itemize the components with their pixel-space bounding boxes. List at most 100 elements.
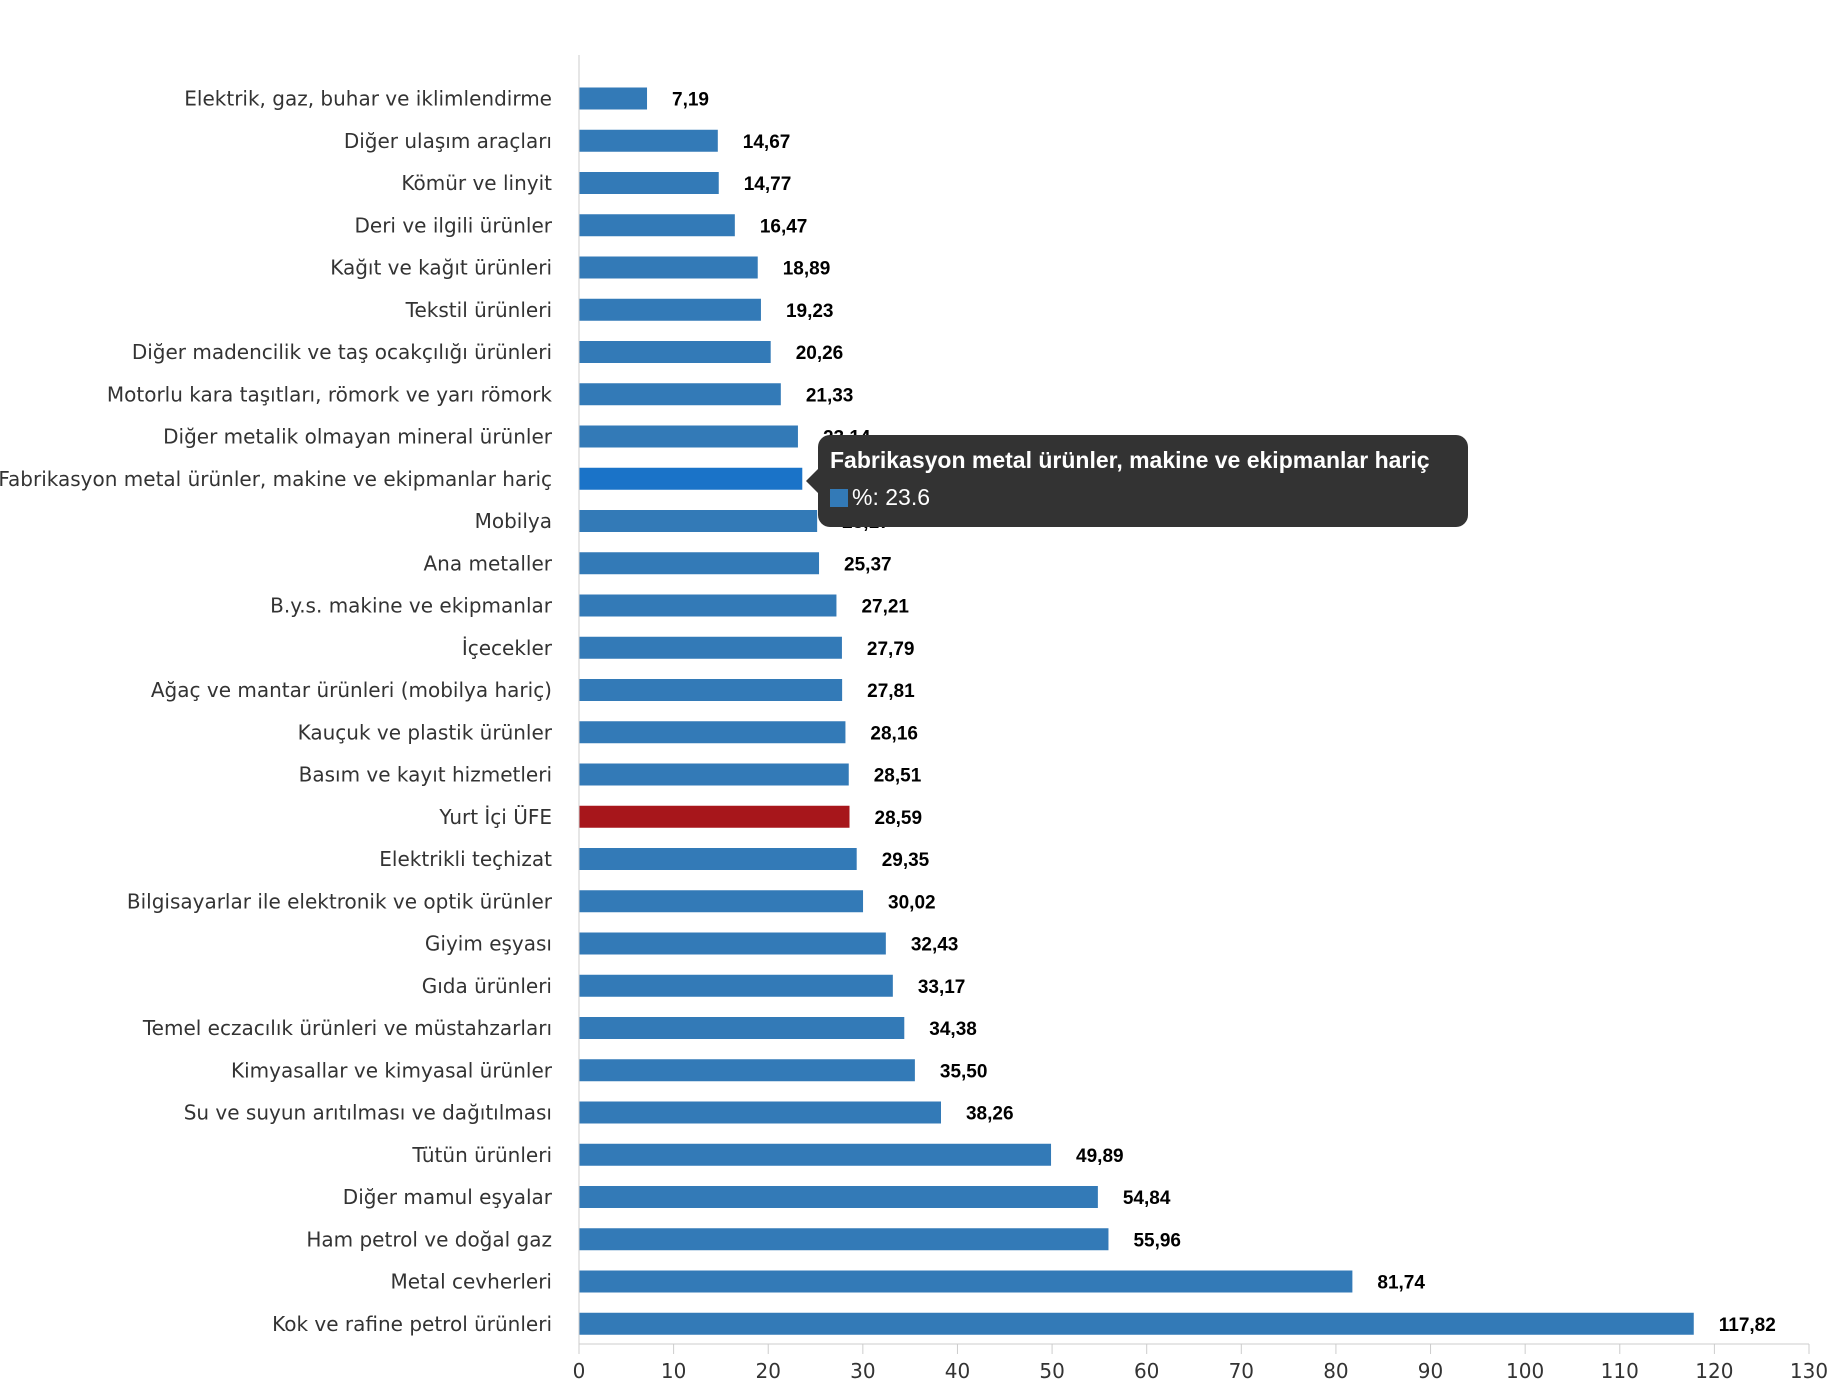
- value-label: 49,89: [1076, 1146, 1124, 1167]
- category-label: Giyim eşyası: [425, 932, 552, 956]
- x-tick-label: 80: [1323, 1359, 1348, 1383]
- value-label: 81,74: [1377, 1273, 1425, 1294]
- bar-14[interactable]: [579, 679, 843, 701]
- bar-12[interactable]: [579, 594, 837, 617]
- bar-2[interactable]: [579, 172, 719, 194]
- value-label: 35,50: [940, 1061, 988, 1082]
- bar-5[interactable]: [579, 298, 761, 321]
- bar-26[interactable]: [579, 1186, 1098, 1208]
- value-label: 29,35: [882, 850, 930, 871]
- x-tick-label: 110: [1601, 1359, 1639, 1383]
- category-label: Kimyasallar ve kimyasal ürünler: [231, 1058, 553, 1082]
- bar-25[interactable]: [579, 1143, 1052, 1166]
- category-label: Diğer ulaşım araçları: [344, 129, 552, 153]
- category-label: Diğer madencilik ve taş ocakçılığı ürünl…: [132, 340, 552, 364]
- value-label: 34,38: [929, 1019, 977, 1040]
- value-label: 18,89: [783, 259, 831, 280]
- value-label: 32,43: [911, 935, 959, 956]
- value-label: 38,26: [966, 1104, 1014, 1125]
- x-tick-label: 10: [661, 1359, 686, 1383]
- x-tick-label: 100: [1506, 1359, 1544, 1383]
- tooltip-title: Fabrikasyon metal ürünler, makine ve eki…: [830, 447, 1430, 473]
- bar-7[interactable]: [579, 383, 781, 406]
- tooltip-row: %: 23.6: [830, 484, 1456, 511]
- value-label: 28,59: [875, 808, 923, 829]
- bar-21[interactable]: [579, 974, 893, 997]
- x-tick-label: 70: [1229, 1359, 1254, 1383]
- bar-18[interactable]: [579, 848, 857, 870]
- value-label: 55,96: [1133, 1230, 1181, 1251]
- bar-1[interactable]: [579, 129, 718, 152]
- bar-6[interactable]: [579, 341, 771, 363]
- bar-11[interactable]: [579, 552, 820, 575]
- category-label: Fabrikasyon metal ürünler, makine ve eki…: [0, 467, 552, 491]
- bar-28[interactable]: [579, 1270, 1353, 1293]
- category-label: Su ve suyun arıtılması ve dağıtılması: [184, 1101, 552, 1125]
- tooltip-value: %: 23.6: [852, 484, 930, 510]
- value-label: 27,21: [861, 597, 909, 618]
- value-label: 14,77: [744, 174, 792, 195]
- category-label: Kauçuk ve plastik ürünler: [298, 720, 553, 744]
- x-tick-label: 130: [1790, 1359, 1828, 1383]
- bar-13[interactable]: [579, 636, 842, 659]
- value-label: 7,19: [672, 90, 709, 111]
- category-label: Motorlu kara taşıtları, römork ve yarı r…: [107, 382, 553, 406]
- bar-3[interactable]: [579, 214, 735, 237]
- bar-17[interactable]: [579, 805, 850, 828]
- chart-tooltip: Fabrikasyon metal ürünler, makine ve eki…: [806, 435, 1468, 527]
- category-label: Ham petrol ve doğal gaz: [306, 1227, 552, 1251]
- x-tick-label: 90: [1418, 1359, 1443, 1383]
- x-tick-label: 30: [850, 1359, 875, 1383]
- value-label: 28,16: [870, 723, 918, 744]
- bar-0[interactable]: [579, 87, 648, 110]
- x-tick-label: 60: [1134, 1359, 1159, 1383]
- x-tick-label: 120: [1695, 1359, 1733, 1383]
- bar-23[interactable]: [579, 1059, 915, 1082]
- value-label: 27,81: [867, 681, 915, 702]
- value-label: 14,67: [743, 132, 791, 153]
- bar-20[interactable]: [579, 932, 886, 955]
- category-label: Metal cevherleri: [390, 1270, 552, 1294]
- category-label: Deri ve ilgili ürünler: [354, 213, 552, 237]
- value-label: 20,26: [796, 343, 844, 364]
- bar-29[interactable]: [579, 1312, 1694, 1335]
- value-label: 54,84: [1123, 1188, 1171, 1209]
- bar-4[interactable]: [579, 256, 758, 279]
- bar-22[interactable]: [579, 1017, 905, 1039]
- category-label: Kömür ve linyit: [401, 171, 552, 195]
- value-label: 30,02: [888, 892, 936, 913]
- category-label: Temel eczacılık ürünleri ve müstahzarlar…: [142, 1016, 552, 1040]
- category-label: İçecekler: [462, 636, 553, 660]
- value-label: 28,51: [874, 766, 922, 787]
- tooltip-series-swatch: [830, 488, 848, 507]
- category-label: Basım ve kayıt hizmetleri: [299, 763, 552, 787]
- x-tick-label: 20: [756, 1359, 781, 1383]
- category-label: Elektrikli teçhizat: [379, 847, 552, 871]
- bar-10[interactable]: [579, 510, 818, 532]
- bar-15[interactable]: [579, 721, 846, 744]
- category-label: Diğer metalik olmayan mineral ürünler: [163, 425, 553, 449]
- category-label: Tekstil ürünleri: [405, 298, 552, 322]
- bar-19[interactable]: [579, 890, 864, 913]
- bar-8[interactable]: [579, 425, 798, 448]
- category-label: Ağaç ve mantar ürünleri (mobilya hariç): [151, 678, 552, 702]
- category-label: Elektrik, gaz, buhar ve iklimlendirme: [184, 87, 552, 111]
- bar-16[interactable]: [579, 763, 849, 786]
- category-label: Yurt İçi ÜFE: [438, 805, 552, 829]
- bar-24[interactable]: [579, 1101, 941, 1124]
- bar-9[interactable]: [579, 467, 803, 490]
- category-label: Ana metaller: [424, 551, 553, 575]
- tooltip-arrow: [806, 469, 818, 493]
- category-label: Diğer mamul eşyalar: [343, 1185, 553, 1209]
- category-label: Tütün ürünleri: [411, 1143, 552, 1167]
- value-label: 33,17: [918, 977, 966, 998]
- bar-27[interactable]: [579, 1228, 1109, 1251]
- value-label: 19,23: [786, 301, 834, 322]
- x-tick-label: 40: [945, 1359, 970, 1383]
- x-tick-label: 0: [573, 1359, 586, 1383]
- x-tick-label: 50: [1039, 1359, 1064, 1383]
- category-label: B.y.s. makine ve ekipmanlar: [270, 594, 553, 618]
- value-label: 117,82: [1719, 1315, 1776, 1336]
- category-label: Gıda ürünleri: [422, 974, 552, 998]
